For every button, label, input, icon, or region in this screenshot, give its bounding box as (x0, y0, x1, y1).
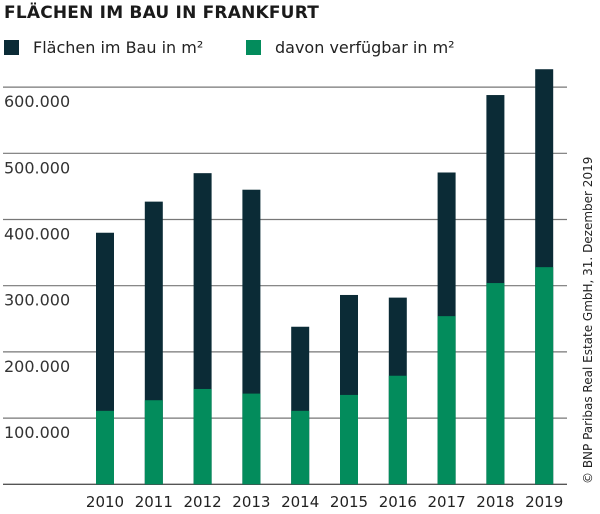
x-tick-label: 2013 (232, 493, 270, 511)
chart-title: FLÄCHEN IM BAU IN FRANKFURT (4, 3, 320, 23)
y-tick-label: 300.000 (4, 291, 70, 310)
legend-label: davon verfügbar in m² (275, 38, 455, 57)
bar-available (340, 394, 358, 485)
x-tick-label: 2016 (379, 493, 417, 511)
bar-available (193, 388, 212, 485)
y-tick-label: 400.000 (4, 225, 70, 244)
y-tick-label: 500.000 (4, 158, 70, 177)
x-tick-label: 2018 (476, 493, 514, 511)
bar-available (486, 283, 505, 485)
bar-available (96, 410, 114, 485)
bar-available (535, 267, 554, 485)
y-tick-label: 200.000 (4, 357, 70, 376)
x-tick-label: 2015 (330, 493, 368, 511)
y-tick-label: 100.000 (4, 423, 70, 442)
legend-item-available: davon verfügbar in m² (246, 38, 455, 57)
legend-item-under-construction: Flächen im Bau in m² (4, 38, 203, 57)
x-tick-label: 2019 (525, 493, 563, 511)
bar-available (437, 316, 456, 485)
x-tick-label: 2014 (281, 493, 319, 511)
x-tick-label: 2012 (184, 493, 222, 511)
y-tick-label: 600.000 (4, 92, 70, 111)
legend-swatch-green (246, 40, 261, 55)
x-tick-label: 2017 (428, 493, 466, 511)
bar-available (242, 393, 261, 485)
copyright-credit: © BNP Paribas Real Estate GmbH, 31. Deze… (581, 156, 595, 484)
x-tick-label: 2011 (135, 493, 173, 511)
bar-available (291, 410, 310, 485)
bar-available (144, 400, 163, 485)
bar-available (388, 375, 407, 485)
x-tick-label: 2010 (86, 493, 124, 511)
legend-label: Flächen im Bau in m² (33, 38, 204, 57)
legend-swatch-dark (4, 40, 19, 55)
